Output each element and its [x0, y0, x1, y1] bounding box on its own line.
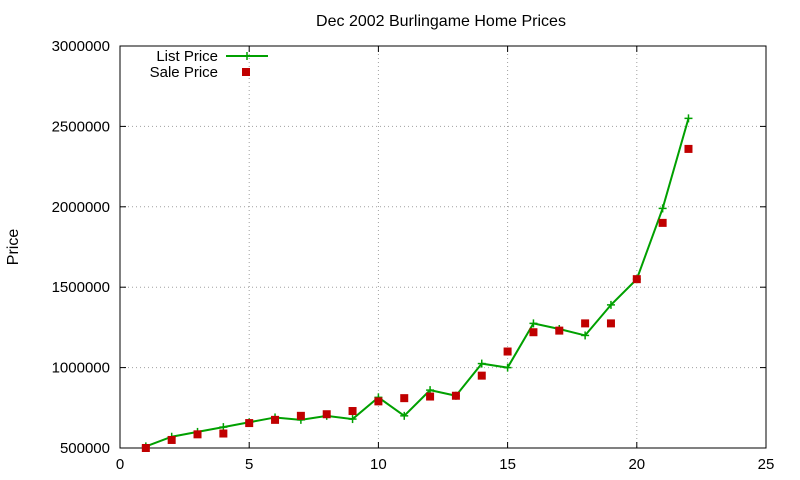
- list-price-point: [658, 204, 667, 213]
- y-tick-label: 2500000: [52, 118, 110, 135]
- y-tick-label: 2000000: [52, 199, 110, 216]
- sale-price-point: [426, 392, 435, 401]
- sale-price-point: [348, 407, 357, 416]
- grid-lines: [120, 46, 766, 448]
- sale-price-point: [632, 275, 641, 284]
- legend-label: Sale Price: [150, 64, 218, 81]
- legend-label: List Price: [156, 48, 218, 65]
- plot-frame: [119, 45, 767, 449]
- list-price-point: [606, 300, 615, 309]
- y-tick-label: 1500000: [52, 279, 110, 296]
- x-tick-labels: 0 5 10 15 20 25: [116, 456, 775, 473]
- sale-price-point: [555, 326, 564, 335]
- sale-price-point: [322, 410, 331, 419]
- legend-plus-marker: [243, 52, 251, 60]
- sale-price-point: [193, 430, 202, 439]
- sale-price-point: [245, 419, 254, 428]
- sale-price-point: [503, 347, 512, 356]
- series-0: [141, 114, 693, 451]
- sale-price-point: [658, 218, 667, 227]
- list-price-point: [581, 331, 590, 340]
- sale-price-point: [451, 391, 460, 400]
- x-tick-label: 0: [116, 456, 124, 473]
- y-tick-label: 500000: [60, 440, 110, 457]
- sale-price-point: [141, 444, 150, 452]
- x-tick-label: 15: [499, 456, 516, 473]
- series-layer: [141, 114, 693, 452]
- list-price-point: [348, 415, 357, 424]
- list-price-point: [684, 114, 693, 123]
- sale-price-point: [219, 429, 228, 438]
- chart-title: Dec 2002 Burlingame Home Prices: [316, 13, 566, 30]
- y-tick-label: 3000000: [52, 38, 110, 55]
- list-price-point: [400, 411, 409, 420]
- list-price-line: [145, 118, 690, 448]
- y-axis-label: Price: [5, 229, 22, 266]
- sale-price-point: [606, 319, 615, 328]
- x-tick-label: 10: [370, 456, 387, 473]
- sale-price-point: [296, 411, 305, 420]
- sale-price-point: [581, 319, 590, 328]
- list-price-point: [503, 363, 512, 372]
- y-tick-label: 1000000: [52, 360, 110, 377]
- sale-price-point: [374, 397, 383, 406]
- y-tick-labels: 500000 1000000 1500000 2000000 2500000 300000…: [52, 38, 110, 457]
- x-tick-label: 20: [628, 456, 645, 473]
- sale-price-point: [167, 435, 176, 444]
- list-price-point: [529, 319, 538, 328]
- axis-ticks: [119, 45, 767, 449]
- sale-price-point: [400, 394, 409, 403]
- list-price-point: [477, 359, 486, 368]
- legend-square-marker: [242, 68, 250, 76]
- sale-price-point: [529, 328, 538, 337]
- sale-price-point: [477, 371, 486, 380]
- series-1: [141, 144, 693, 452]
- x-tick-label: 5: [245, 456, 253, 473]
- sale-price-point: [271, 415, 280, 424]
- x-tick-label: 25: [758, 456, 775, 473]
- sale-price-point: [684, 144, 693, 153]
